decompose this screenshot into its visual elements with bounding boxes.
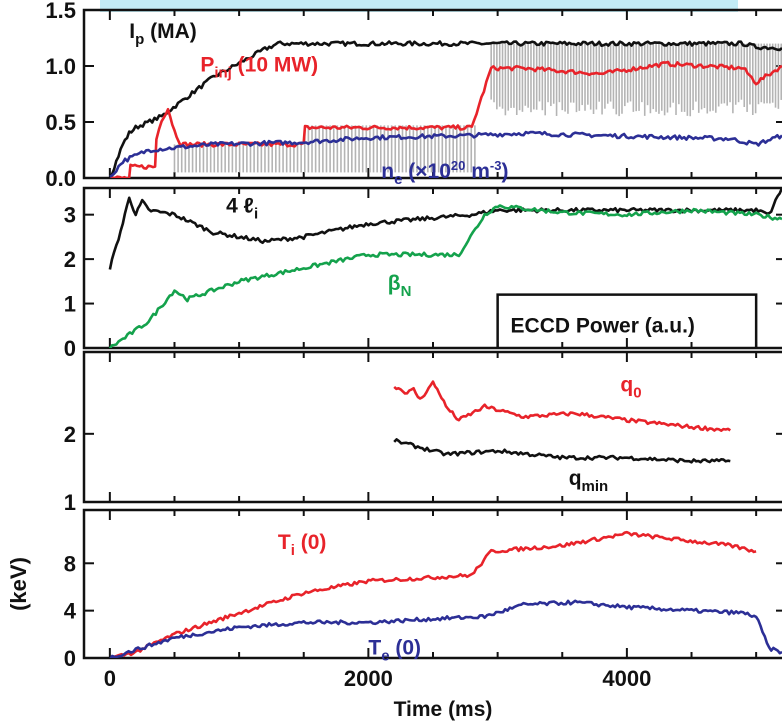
panel-frame — [82, 508, 782, 660]
series-label: Ti (0) — [278, 531, 327, 559]
panel-plot-area — [393, 380, 732, 464]
panel-3: 1 2 q0 qmin — [64, 350, 782, 515]
panel-4: 0 4 8 (keV) Ti (0) Te (0) — [6, 508, 782, 671]
series-label: 4 ℓi — [226, 194, 258, 222]
y-tick-label: 1.5 — [45, 0, 76, 23]
y-axis-label: (keV) — [6, 557, 31, 611]
series-qmin — [393, 438, 731, 464]
panel-frame — [82, 186, 782, 350]
y-tick-label: 1 — [64, 292, 76, 317]
panel-plot-area — [109, 530, 782, 658]
panel-frame — [82, 350, 782, 504]
panel-plot-area — [108, 40, 782, 178]
series-4-i — [108, 188, 782, 270]
y-tick-label: 2 — [64, 422, 76, 447]
y-tick-label: 0 — [64, 336, 76, 361]
series-te-0- — [109, 599, 782, 658]
y-tick-label: 2 — [64, 247, 76, 272]
series-label: Te (0) — [368, 636, 421, 664]
panel-plot-area — [108, 188, 782, 348]
panel-1: 0.0 0.5 1.0 1.5 Ip (MA)Pinj (10 MW) ne (×1020… — [45, 0, 782, 191]
y-tick-label: 8 — [64, 551, 76, 576]
y-tick-label: 0 — [64, 646, 76, 671]
series-q0 — [393, 380, 732, 433]
x-axis-label: Time (ms) — [394, 698, 493, 721]
series-ti-0- — [109, 530, 757, 658]
x-tick-label: 2000 — [344, 666, 393, 691]
series-label: ne (×1020 m-3) — [381, 158, 508, 188]
y-tick-label: 0.5 — [45, 110, 76, 135]
y-tick-label: 1 — [64, 490, 76, 515]
x-tick-label: 4000 — [602, 666, 651, 691]
y-tick-label: 3 — [64, 203, 76, 228]
series-label: Ip (MA) — [129, 20, 197, 48]
series-label: q0 — [620, 374, 641, 402]
series-ip-ma- — [108, 40, 782, 178]
panel-2: 0 1 2 3 4 ℓi βN ECCD Power (a.u.) — [64, 186, 782, 361]
series-label: qmin — [569, 467, 609, 495]
series-label: ECCD Power (a.u.) — [511, 314, 695, 337]
pinj-raw-trace — [173, 43, 782, 173]
panel-frame — [82, 8, 782, 180]
y-tick-label: 0.0 — [45, 166, 76, 191]
series-label: Pinj (10 MW) — [200, 54, 318, 82]
y-tick-label: 4 — [64, 599, 77, 624]
eccd-power-trace — [496, 293, 758, 348]
x-tick-label: 0 — [104, 666, 116, 691]
series-label: βN — [388, 272, 412, 300]
series-ne-10-m- — [109, 130, 782, 178]
series--n — [108, 204, 782, 348]
y-tick-label: 1.0 — [45, 54, 76, 79]
